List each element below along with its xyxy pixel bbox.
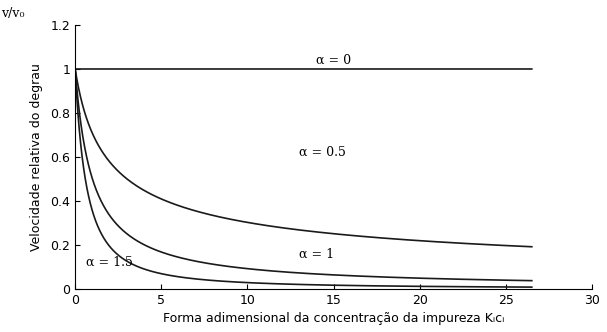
Text: α = 0: α = 0 [316,54,351,67]
Text: v/v₀: v/v₀ [1,7,25,20]
Y-axis label: Velocidade relativa do degrau: Velocidade relativa do degrau [30,63,43,251]
X-axis label: Forma adimensional da concentração da impureza Kᵢcᵢ: Forma adimensional da concentração da im… [163,312,504,325]
Text: α = 1.5: α = 1.5 [86,256,133,269]
Text: α = 1: α = 1 [299,248,334,261]
Text: α = 0.5: α = 0.5 [299,146,346,159]
